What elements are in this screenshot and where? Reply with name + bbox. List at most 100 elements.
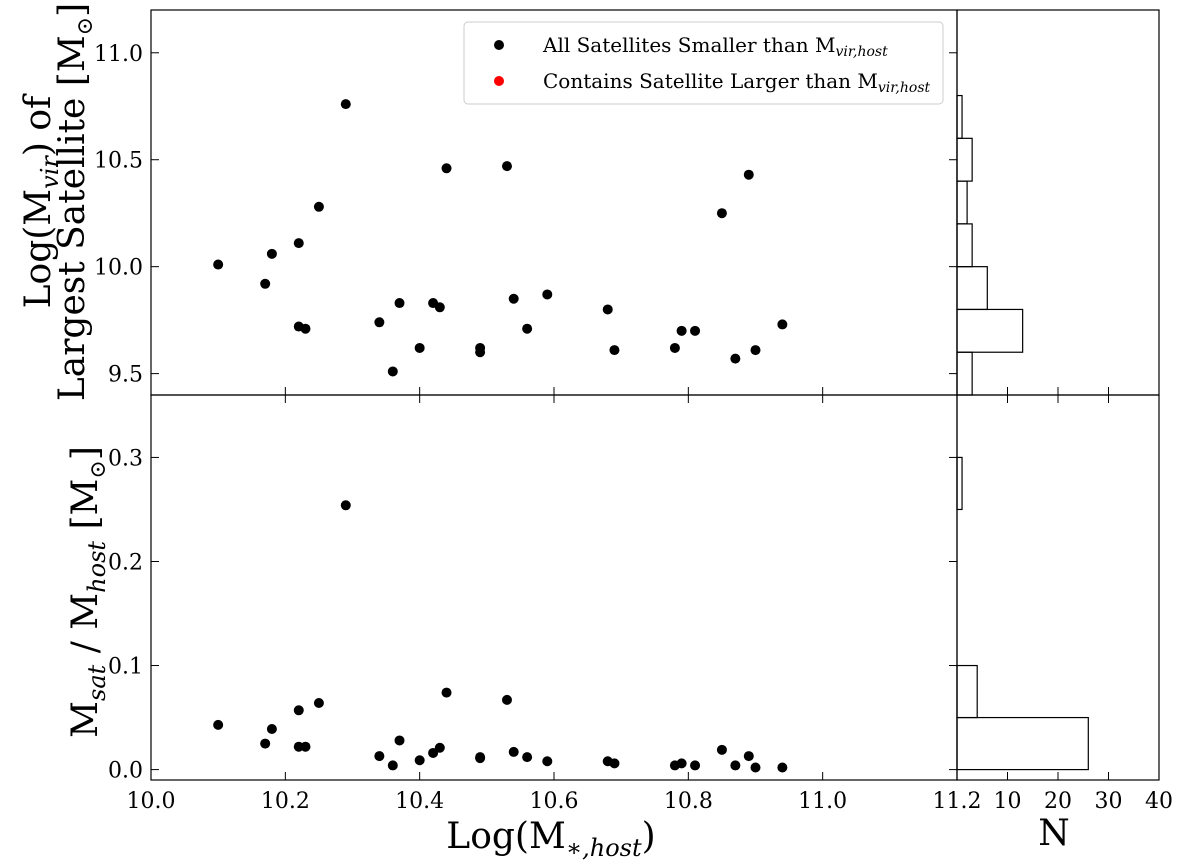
bottom-point-0-18 (508, 746, 519, 757)
bottom-hist-x-tick-label-0: 10 (994, 789, 1022, 814)
top-point-0-1 (260, 278, 271, 289)
top-hist-bar-1 (956, 308, 1024, 353)
bottom-point-0-14 (441, 687, 452, 698)
top-histogram-panel (956, 9, 1160, 396)
bottom-histogram-bars (956, 456, 1089, 771)
top-scatter-panel: 9.5 10.0 10.5 11.0 All Satellites Smaller t… (18, 3, 958, 401)
bottom-point-0-27 (730, 760, 741, 771)
bottom-point-0-30 (777, 762, 788, 773)
top-point-0-7 (340, 99, 351, 110)
top-point-0-30 (777, 319, 788, 330)
top-y-tick-label-2: 10.5 (94, 149, 143, 174)
bottom-histogram-ticks: 10 20 30 40 (994, 395, 1173, 814)
bottom-point-0-1 (260, 738, 271, 749)
top-point-0-9 (387, 366, 398, 377)
bottom-hist-bar-2 (956, 456, 963, 511)
top-point-0-13 (434, 302, 445, 313)
bottom-x-tick-label-3: 10.6 (530, 789, 579, 814)
bottom-point-0-16 (475, 753, 486, 764)
bottom-point-0-22 (609, 758, 620, 769)
bottom-scatter-panel: 10.0 10.2 10.4 10.6 10.8 11.0 11.2 0.0 0.1 0.2 0.3… (65, 394, 981, 862)
legend-label-1: Contains Satellite Larger than Mvir,host (543, 69, 931, 96)
bottom-point-0-17 (501, 694, 512, 705)
legend: All Satellites Smaller than Mvir,host Con… (463, 21, 944, 105)
top-scatter-points (213, 99, 788, 377)
bottom-point-0-25 (690, 760, 701, 771)
top-point-0-25 (690, 325, 701, 336)
top-y-tick-label-0: 9.5 (108, 363, 143, 388)
top-point-0-11 (414, 342, 425, 353)
bottom-point-0-7 (340, 500, 351, 511)
top-histogram-bars (956, 94, 1024, 396)
bottom-x-tick-label-1: 10.2 (261, 789, 310, 814)
top-y-axis-label-line2: Largest Satellite [M⊙] (52, 3, 98, 401)
top-histogram-ticks (1007, 387, 1160, 395)
bottom-y-tick-label-3: 0.3 (108, 446, 143, 471)
top-point-0-16 (475, 347, 486, 358)
bottom-point-0-29 (750, 762, 761, 773)
bottom-point-0-2 (266, 724, 277, 735)
bottom-point-0-8 (374, 751, 385, 762)
top-y-axis-label-line1: Log(Mvir) of (18, 93, 64, 308)
x-axis-label-text: Log(M∗,host) (446, 816, 655, 862)
bottom-scatter-ticks: 10.0 10.2 10.4 10.6 10.8 11.0 11.2 0.0 0.1 0.2 0.3 (108, 395, 981, 814)
bottom-histogram-panel: 10 20 30 40 N (956, 394, 1173, 854)
top-hist-bar-6 (956, 94, 963, 139)
top-point-0-14 (441, 163, 452, 174)
bottom-point-0-5 (300, 741, 311, 752)
legend-marker-1 (494, 76, 504, 86)
top-point-0-22 (609, 345, 620, 356)
top-hist-bar-3 (956, 223, 973, 268)
bottom-point-0-9 (387, 760, 398, 771)
bottom-histogram-frame (956, 394, 1160, 781)
bottom-hist-x-tick-label-3: 40 (1145, 789, 1173, 814)
top-point-0-5 (300, 323, 311, 334)
bottom-y-tick-label-2: 0.2 (108, 550, 143, 575)
top-point-0-3 (293, 238, 304, 249)
bottom-scatter-frame (150, 394, 958, 781)
bottom-point-0-6 (313, 698, 324, 708)
bottom-x-tick-label-6: 11.2 (933, 789, 982, 814)
top-point-0-21 (602, 304, 613, 315)
top-point-0-20 (542, 289, 553, 300)
bottom-point-0-13 (434, 742, 445, 753)
bottom-x-tick-label-4: 10.8 (664, 789, 713, 814)
bottom-y-tick-label-0: 0.0 (108, 759, 143, 784)
bottom-point-0-20 (542, 756, 553, 767)
top-hist-bar-5 (956, 137, 973, 182)
top-point-0-18 (508, 293, 519, 304)
top-point-0-23 (669, 342, 680, 353)
top-point-0-10 (394, 298, 405, 309)
legend-box (463, 21, 944, 105)
bottom-point-0-0 (213, 719, 224, 730)
top-point-0-17 (501, 161, 512, 172)
bottom-point-0-12 (428, 747, 439, 758)
top-point-0-6 (313, 201, 324, 212)
top-scatter-ticks: 9.5 10.0 10.5 11.0 (94, 42, 958, 395)
top-point-0-0 (213, 259, 224, 270)
bottom-point-0-11 (414, 755, 425, 766)
bottom-hist-bar-1 (956, 664, 978, 719)
bottom-x-tick-label-5: 11.0 (798, 789, 847, 814)
top-histogram-frame (956, 9, 1160, 396)
bottom-point-0-28 (743, 751, 754, 762)
bottom-point-0-10 (394, 735, 405, 746)
top-point-0-28 (743, 169, 754, 180)
bottom-point-0-3 (293, 705, 304, 716)
bottom-point-0-26 (716, 744, 727, 755)
top-point-0-19 (522, 323, 533, 334)
histogram-x-axis-label-text: N (1038, 813, 1070, 854)
top-hist-bar-4 (956, 180, 968, 225)
bottom-x-tick-label-2: 10.4 (395, 789, 444, 814)
top-y-tick-label-3: 11.0 (94, 42, 143, 67)
bottom-hist-x-tick-label-1: 20 (1044, 789, 1072, 814)
top-point-0-29 (750, 345, 761, 356)
top-hist-bar-2 (956, 266, 988, 311)
top-y-tick-label-1: 10.0 (94, 256, 143, 281)
top-point-0-27 (730, 353, 741, 364)
legend-marker-0 (494, 40, 504, 50)
top-point-0-2 (266, 248, 277, 259)
top-hist-bar-0 (956, 351, 973, 396)
